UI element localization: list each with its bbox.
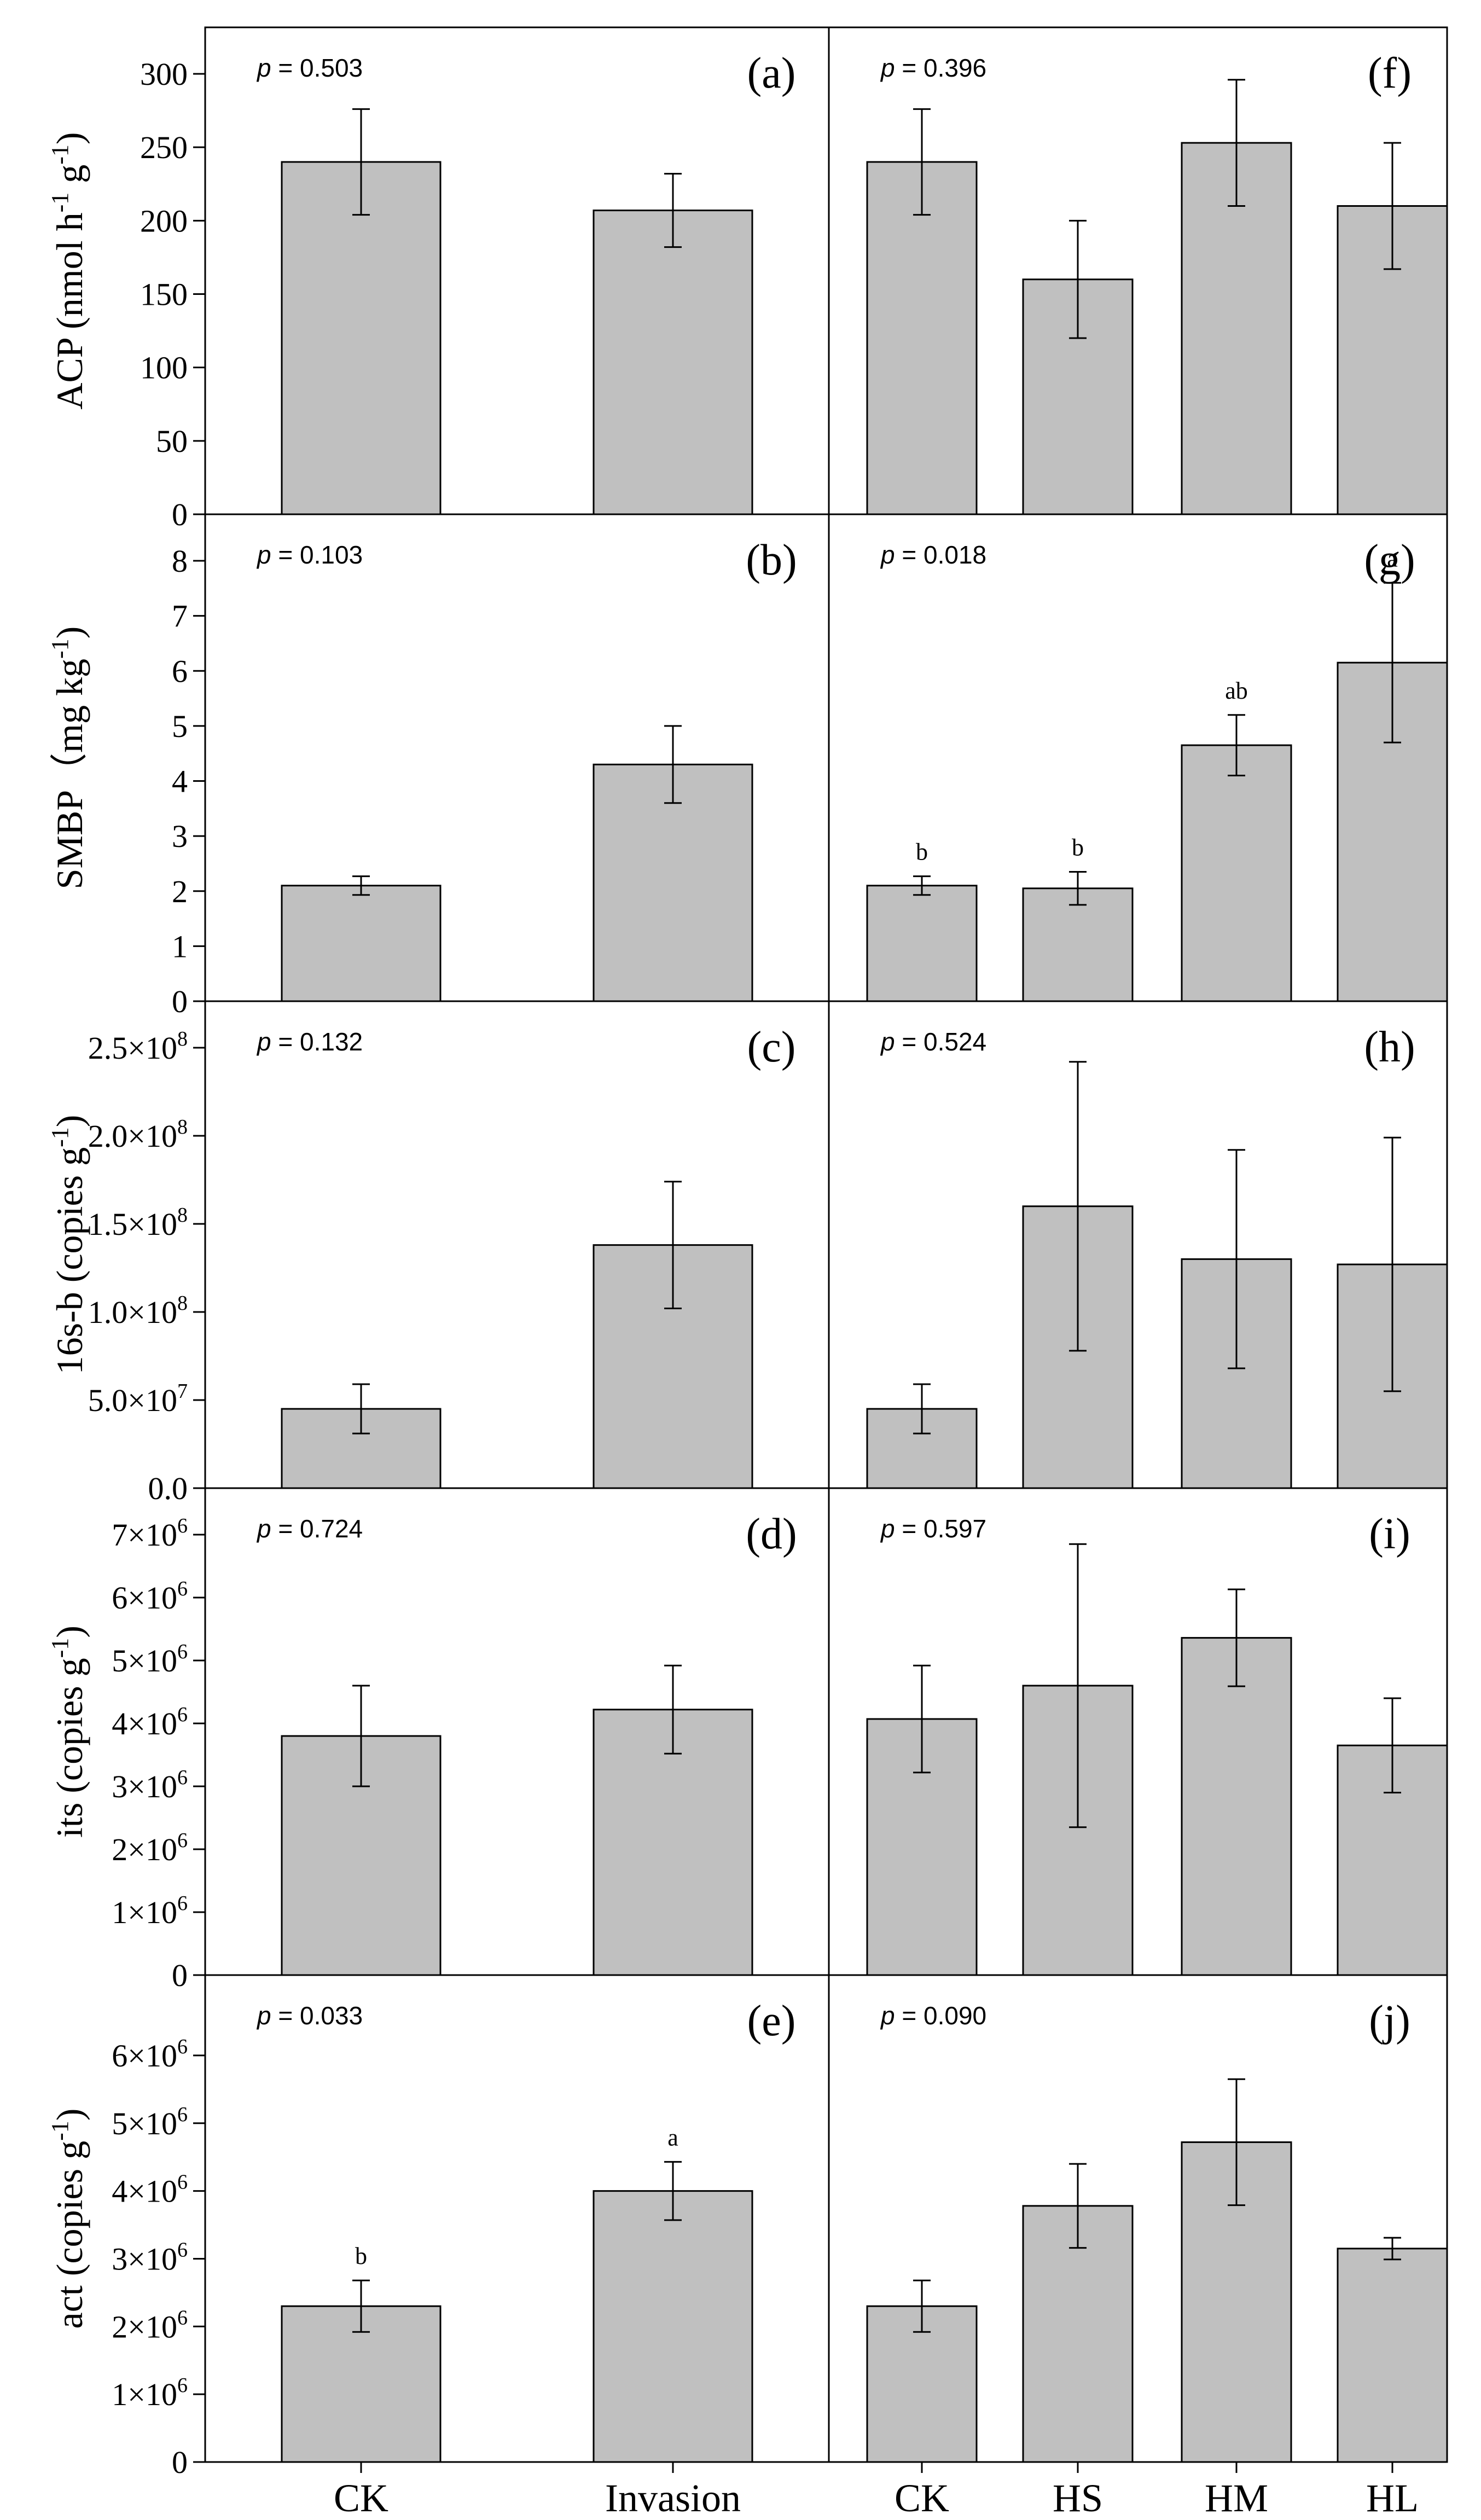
bar — [593, 2190, 753, 2463]
y-tick-label: 0 — [172, 2444, 188, 2480]
y-tick-label: 2.0×108 — [88, 1116, 188, 1154]
y-tick-label: 100 — [140, 350, 188, 386]
y-tick-label: 5×106 — [112, 1640, 188, 1679]
right-category-label: HS — [1053, 2476, 1103, 2520]
left-category-label: Invasion — [605, 2476, 741, 2520]
panel-label: (b) — [746, 536, 797, 584]
panel-label: (i) — [1369, 1510, 1410, 1558]
row-4: 0 1×106 2×106 3×106 4×106 5×106 6×106 7×106 its … — [47, 1487, 1448, 1993]
y-axis-label: act (copies g-1) — [47, 2109, 90, 2329]
y-tick-label: 4 — [172, 764, 188, 799]
y-tick-label: 3×106 — [112, 1766, 188, 1804]
y-tick-label: 5.0×107 — [88, 1380, 188, 1418]
y-tick-label: 6×106 — [112, 1577, 188, 1616]
panel-label: (a) — [747, 49, 796, 97]
bar — [593, 210, 753, 515]
right-category-label: HL — [1366, 2476, 1419, 2520]
p-value-label: p = 0.132 — [256, 1027, 363, 1056]
p-value-label: p = 0.396 — [880, 54, 986, 82]
p-value-label: p = 0.018 — [880, 541, 986, 569]
y-tick-label: 250 — [140, 130, 188, 165]
y-tick-label: 4×106 — [112, 2171, 188, 2209]
panel-frame-right — [828, 1974, 1448, 2463]
y-tick-label: 0 — [172, 1958, 188, 1993]
bar — [1181, 744, 1292, 1002]
bar — [866, 161, 978, 515]
y-tick-label: 2.5×108 — [88, 1027, 188, 1066]
y-tick-label: 5×106 — [112, 2103, 188, 2141]
bar — [281, 885, 442, 1002]
y-tick-label: 0.0 — [148, 1471, 188, 1506]
p-value-label: p = 0.103 — [256, 541, 363, 569]
panel-label: (d) — [746, 1510, 797, 1558]
y-tick-label: 5 — [172, 709, 188, 744]
y-tick-label: 4×106 — [112, 1703, 188, 1741]
y-axis-label: SMBP（mg kg-1) — [47, 626, 90, 890]
p-value-label: p = 0.090 — [880, 2001, 986, 2030]
panel-label: (e) — [747, 1997, 796, 2045]
significance-letter: a — [667, 2124, 678, 2151]
row-2: 0 1 2 3 4 5 6 7 8 SMBP（mg kg-1) p = 0.103 (b) p = 0.… — [47, 513, 1448, 1019]
y-tick-label: 3 — [172, 818, 188, 854]
y-tick-label: 6×106 — [112, 2035, 188, 2074]
y-axis-label: 16s-b (copies g-1) — [47, 1115, 90, 1375]
significance-letter: a — [1387, 545, 1398, 572]
right-category-label: CK — [895, 2476, 949, 2520]
p-value-label: p = 0.033 — [256, 2001, 363, 2030]
y-tick-label: 7 — [172, 599, 188, 634]
row-3: 0.0 5.0×107 1.0×108 1.5×108 2.0×108 2.5×108 16… — [47, 1000, 1448, 1506]
y-tick-label: 200 — [140, 203, 188, 239]
y-axis-label: ACP (nmol h-1 g-1) — [47, 132, 90, 409]
panel-label: (h) — [1364, 1023, 1415, 1071]
y-tick-label: 0 — [172, 497, 188, 532]
panel-label: (j) — [1369, 1997, 1410, 2045]
p-value-label: p = 0.597 — [880, 1514, 986, 1543]
significance-letter: b — [1072, 834, 1084, 861]
p-value-label: p = 0.724 — [256, 1514, 363, 1543]
y-tick-label: 3×106 — [112, 2238, 188, 2277]
bar — [1181, 1637, 1292, 1976]
x-axis: CK Invasion CK HS HM HL — [334, 2462, 1419, 2520]
y-tick-label: 1 — [172, 928, 188, 964]
y-tick-label: 300 — [140, 56, 188, 92]
row-5: 0 1×106 2×106 3×106 4×106 5×106 6×106 act (copi… — [47, 1974, 1448, 2480]
y-tick-label: 6 — [172, 653, 188, 689]
y-tick-label: 1×106 — [112, 1892, 188, 1930]
significance-letter: b — [355, 2243, 367, 2269]
left-category-label: CK — [334, 2476, 388, 2520]
y-axis-label: its (copies g-1) — [47, 1625, 90, 1838]
y-tick-label: 2 — [172, 874, 188, 909]
y-tick-label: 1×106 — [112, 2374, 188, 2412]
p-value-label: p = 0.503 — [256, 54, 363, 82]
y-tick-label: 150 — [140, 277, 188, 312]
y-tick-label: 50 — [156, 423, 188, 459]
y-tick-label: 1.5×108 — [88, 1204, 188, 1242]
panel-label: (c) — [747, 1023, 796, 1071]
y-tick-label: 2×106 — [112, 2306, 188, 2344]
right-category-label: HM — [1205, 2476, 1268, 2520]
bar — [1337, 2248, 1448, 2463]
p-value-label: p = 0.524 — [880, 1027, 986, 1056]
row-1: 0 50 100 150 200 250 300 ACP (nmol h-1 g-1) p = … — [47, 26, 1448, 532]
significance-letter: ab — [1225, 677, 1248, 704]
y-tick-label: 8 — [172, 543, 188, 579]
y-tick-label: 7×106 — [112, 1514, 188, 1553]
y-tick-label: 1.0×108 — [88, 1292, 188, 1330]
panel-label: (f) — [1368, 49, 1412, 97]
y-tick-label: 2×106 — [112, 1829, 188, 1867]
panel-label: (g) — [1364, 536, 1415, 584]
bar — [1022, 887, 1134, 1002]
significance-letter: b — [916, 839, 928, 866]
bar — [866, 885, 978, 1002]
y-tick-label: 0 — [172, 984, 188, 1019]
